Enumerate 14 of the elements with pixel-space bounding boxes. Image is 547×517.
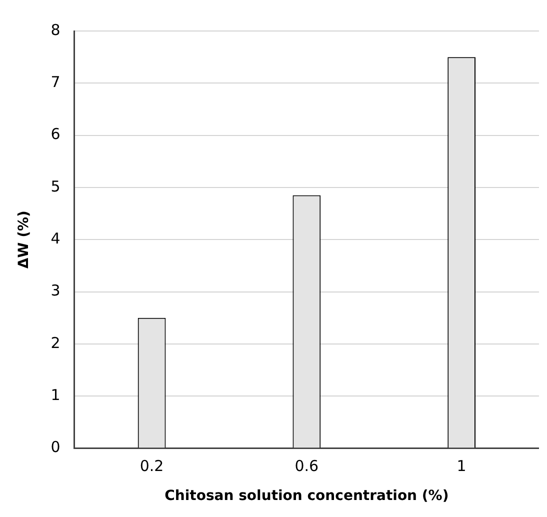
y-tick-label: 6: [50, 125, 60, 144]
y-axis-title: ΔW (%): [16, 210, 32, 269]
x-tick-label: 0.6: [294, 457, 319, 476]
y-tick-label: 5: [50, 177, 60, 196]
x-tick-label: 0.2: [140, 457, 164, 476]
y-tick-label: 2: [50, 334, 60, 352]
y-tick-label: 4: [50, 229, 60, 248]
y-tick-label: 7: [50, 73, 60, 92]
y-tick-label: 8: [50, 20, 60, 39]
y-tick-label: 0: [50, 438, 60, 456]
y-tick-label: 3: [50, 282, 60, 300]
y-tick-label: 1: [50, 386, 60, 404]
x-tick-label: 1: [456, 457, 466, 476]
x-axis-title: Chitosan solution concentration (%): [164, 488, 449, 504]
